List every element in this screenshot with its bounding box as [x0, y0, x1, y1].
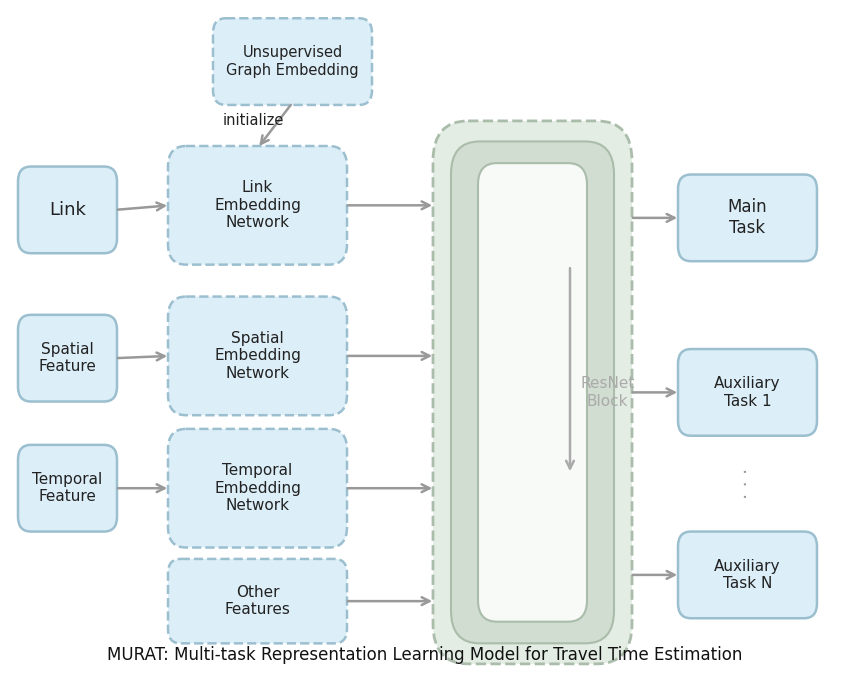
Text: Link: Link: [49, 201, 86, 219]
FancyBboxPatch shape: [168, 559, 347, 643]
Text: initialize: initialize: [223, 114, 285, 129]
FancyBboxPatch shape: [168, 429, 347, 548]
FancyBboxPatch shape: [433, 121, 632, 664]
FancyBboxPatch shape: [18, 445, 117, 532]
FancyBboxPatch shape: [18, 166, 117, 253]
FancyBboxPatch shape: [168, 146, 347, 264]
Text: Auxiliary
Task N: Auxiliary Task N: [714, 559, 781, 591]
FancyBboxPatch shape: [478, 163, 587, 622]
Text: Link
Embedding
Network: Link Embedding Network: [214, 180, 301, 230]
Text: Unsupervised
Graph Embedding: Unsupervised Graph Embedding: [226, 45, 359, 78]
Text: Other
Features: Other Features: [224, 585, 291, 617]
FancyBboxPatch shape: [18, 315, 117, 402]
Text: Temporal
Feature: Temporal Feature: [32, 472, 103, 504]
Text: ResNet
Block: ResNet Block: [581, 376, 635, 409]
Text: Auxiliary
Task 1: Auxiliary Task 1: [714, 376, 781, 409]
FancyBboxPatch shape: [168, 297, 347, 415]
Text: MURAT: Multi-task Representation Learning Model for Travel Time Estimation: MURAT: Multi-task Representation Learnin…: [107, 646, 743, 664]
FancyBboxPatch shape: [678, 532, 817, 618]
Text: Spatial
Feature: Spatial Feature: [38, 342, 96, 374]
FancyBboxPatch shape: [213, 18, 372, 105]
Text: Spatial
Embedding
Network: Spatial Embedding Network: [214, 331, 301, 381]
Text: Main
Task: Main Task: [728, 199, 768, 238]
FancyBboxPatch shape: [451, 141, 614, 643]
Text: · · ·: · · ·: [738, 468, 757, 499]
FancyBboxPatch shape: [678, 349, 817, 435]
FancyBboxPatch shape: [678, 174, 817, 261]
Text: Temporal
Embedding
Network: Temporal Embedding Network: [214, 463, 301, 513]
